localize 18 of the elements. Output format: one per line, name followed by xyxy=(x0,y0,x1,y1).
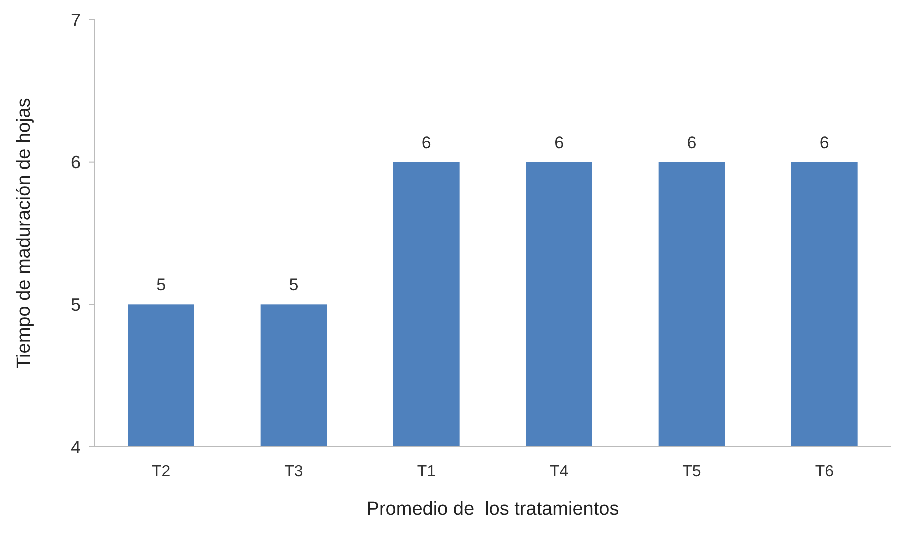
x-tick-label: T6 xyxy=(815,464,834,481)
data-label: 6 xyxy=(687,133,697,152)
y-tick-label: 7 xyxy=(70,10,81,30)
data-label: 6 xyxy=(422,133,432,152)
x-tick-label: T3 xyxy=(284,464,304,481)
x-tick-label: T1 xyxy=(417,464,436,481)
y-tick-label: 5 xyxy=(70,294,81,315)
x-tick-label: T4 xyxy=(550,464,569,481)
y-axis-title: Tiempo de maduración de hojas xyxy=(14,98,35,369)
x-axis-title: Promedio de los tratamientos xyxy=(366,499,620,520)
x-tick-label: T2 xyxy=(152,464,171,481)
data-label: 6 xyxy=(820,133,830,152)
data-label: 5 xyxy=(289,276,299,295)
data-label: 5 xyxy=(156,276,166,295)
y-tick-label: 4 xyxy=(70,437,81,458)
y-tick-label: 6 xyxy=(70,152,81,173)
x-tick-label: T5 xyxy=(682,464,702,481)
data-label: 6 xyxy=(554,133,564,152)
